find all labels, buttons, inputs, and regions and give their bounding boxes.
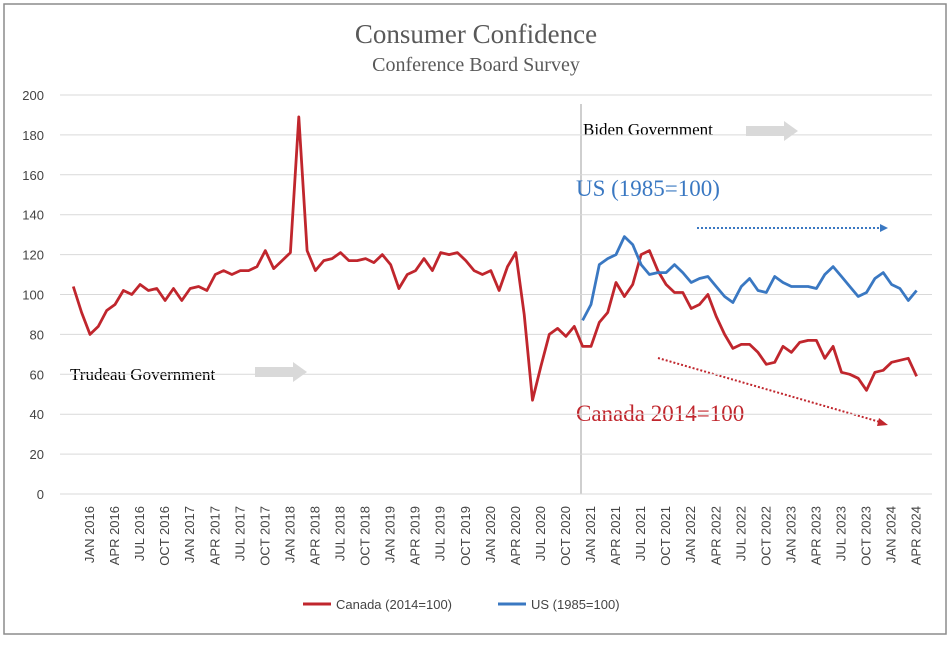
y-tick-label: 200 (22, 88, 44, 103)
y-tick-label: 140 (22, 208, 44, 223)
line-series (71, 115, 918, 402)
x-tick-label: JUL 2019 (433, 506, 448, 561)
chart-subtitle: Conference Board Survey (372, 54, 580, 76)
x-tick-label: JAN 2022 (683, 506, 698, 563)
x-tick-label: JUL 2020 (533, 506, 548, 561)
arrow (746, 121, 798, 141)
x-tick-label: OCT 2020 (558, 506, 573, 566)
y-tick-label: 0 (37, 487, 44, 502)
annotation: Biden Government (583, 120, 713, 139)
y-tick-label: 60 (30, 367, 44, 382)
x-tick-label: JAN 2020 (483, 506, 498, 563)
x-tick-label: APR 2020 (508, 506, 523, 565)
x-tick-label: APR 2018 (307, 506, 322, 565)
x-tick-label: OCT 2017 (257, 506, 272, 566)
y-tick-label: 180 (22, 128, 44, 143)
chart-frame (3, 3, 947, 635)
trend-arrow (657, 357, 881, 423)
x-tick-label: JAN 2023 (783, 506, 798, 563)
annotation: US (1985=100) (576, 176, 720, 201)
x-tick-label: JAN 2016 (82, 506, 97, 563)
x-tick-label: JUL 2017 (232, 506, 247, 561)
x-tick-label: JUL 2018 (333, 506, 348, 561)
x-tick-label: JAN 2024 (884, 506, 899, 563)
y-tick-label: 100 (22, 288, 44, 303)
legend-label: US (1985=100) (531, 597, 620, 612)
x-tick-label: JAN 2018 (282, 506, 297, 563)
y-tick-label: 20 (30, 447, 44, 462)
y-tick-label: 80 (30, 327, 44, 342)
x-tick-label: OCT 2022 (758, 506, 773, 566)
x-tick-label: APR 2019 (408, 506, 423, 565)
x-tick-label: JUL 2022 (733, 506, 748, 561)
x-tick-label: APR 2016 (107, 506, 122, 565)
x-tick-label: OCT 2018 (358, 506, 373, 566)
x-tick-label: APR 2024 (909, 506, 924, 565)
chart-title: Consumer Confidence (355, 19, 597, 49)
x-tick-label: OCT 2023 (859, 506, 874, 566)
annotation: Canada 2014=100 (576, 401, 744, 426)
y-tick-label: 40 (30, 407, 44, 422)
x-tick-label: JUL 2021 (633, 506, 648, 561)
x-tick-label: JUL 2016 (132, 506, 147, 561)
x-tick-label: OCT 2016 (157, 506, 172, 566)
arrow (255, 362, 307, 382)
line-series (581, 235, 918, 322)
x-tick-label: OCT 2021 (658, 506, 673, 566)
x-tick-label: APR 2021 (608, 506, 623, 565)
trend-arrowhead (877, 418, 888, 426)
y-tick-label: 160 (22, 168, 44, 183)
x-tick-label: APR 2017 (207, 506, 222, 565)
legend-label: Canada (2014=100) (336, 597, 452, 612)
x-tick-label: JUL 2023 (834, 506, 849, 561)
x-tick-label: JAN 2017 (182, 506, 197, 563)
x-tick-label: APR 2022 (708, 506, 723, 565)
y-tick-label: 120 (22, 248, 44, 263)
x-tick-label: APR 2023 (808, 506, 823, 565)
x-tick-label: JAN 2019 (383, 506, 398, 563)
x-tick-label: JAN 2021 (583, 506, 598, 563)
trend-arrowhead (880, 224, 888, 232)
x-tick-label: OCT 2019 (458, 506, 473, 566)
